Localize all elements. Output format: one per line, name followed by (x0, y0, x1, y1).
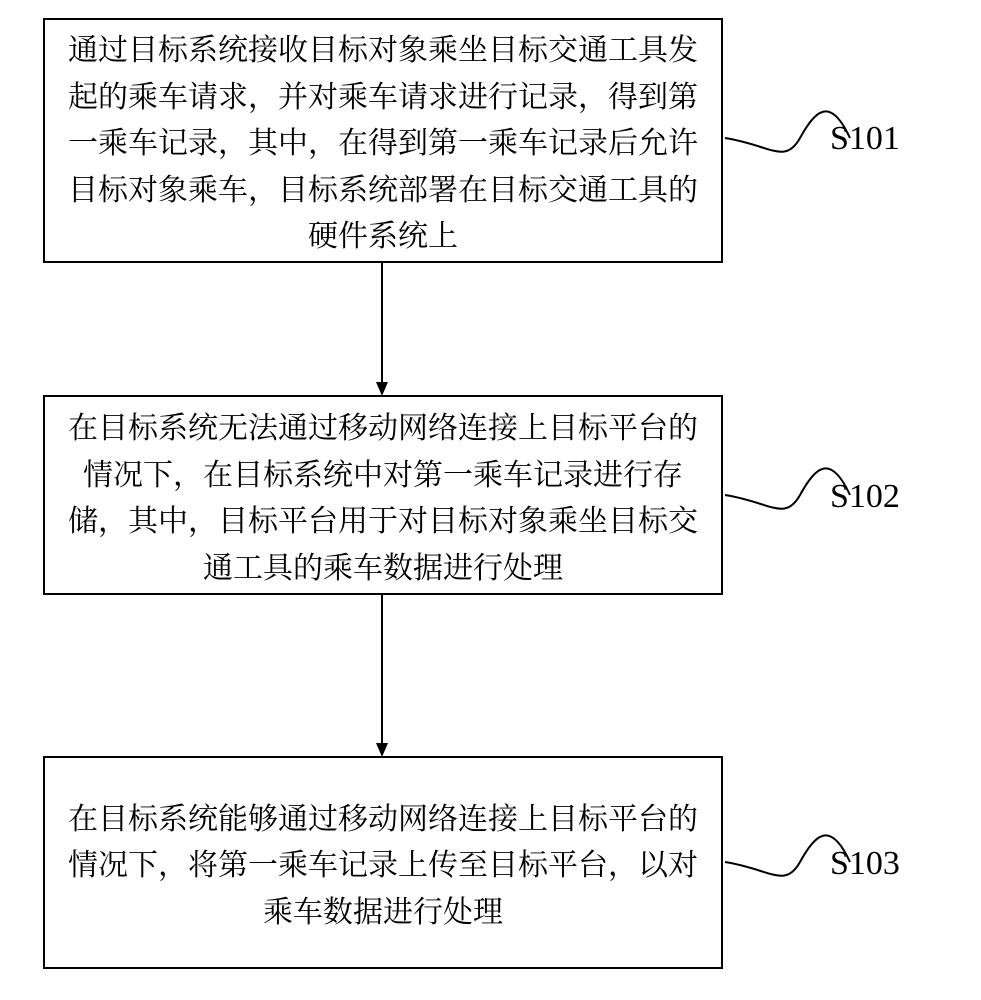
flow-node-2-text: 在目标系统无法通过移动网络连接上目标平台的情况下，在目标系统中对第一乘车记录进行… (63, 402, 703, 588)
flow-node-2-label: S102 (830, 478, 900, 516)
flow-node-2: 在目标系统无法通过移动网络连接上目标平台的情况下，在目标系统中对第一乘车记录进行… (43, 395, 723, 595)
flow-node-1: 通过目标系统接收目标对象乘坐目标交通工具发起的乘车请求，并对乘车请求进行记录，得… (43, 18, 723, 263)
flow-node-1-label: S101 (830, 120, 900, 158)
flow-node-3-text: 在目标系统能够通过移动网络连接上目标平台的情况下，将第一乘车记录上传至目标平台，… (63, 793, 703, 933)
flow-node-1-text: 通过目标系统接收目标对象乘坐目标交通工具发起的乘车请求，并对乘车请求进行记录，得… (63, 24, 703, 257)
flow-node-3: 在目标系统能够通过移动网络连接上目标平台的情况下，将第一乘车记录上传至目标平台，… (43, 756, 723, 969)
flow-node-3-label: S103 (830, 845, 900, 883)
flowchart-canvas: 通过目标系统接收目标对象乘坐目标交通工具发起的乘车请求，并对乘车请求进行记录，得… (0, 0, 981, 1000)
